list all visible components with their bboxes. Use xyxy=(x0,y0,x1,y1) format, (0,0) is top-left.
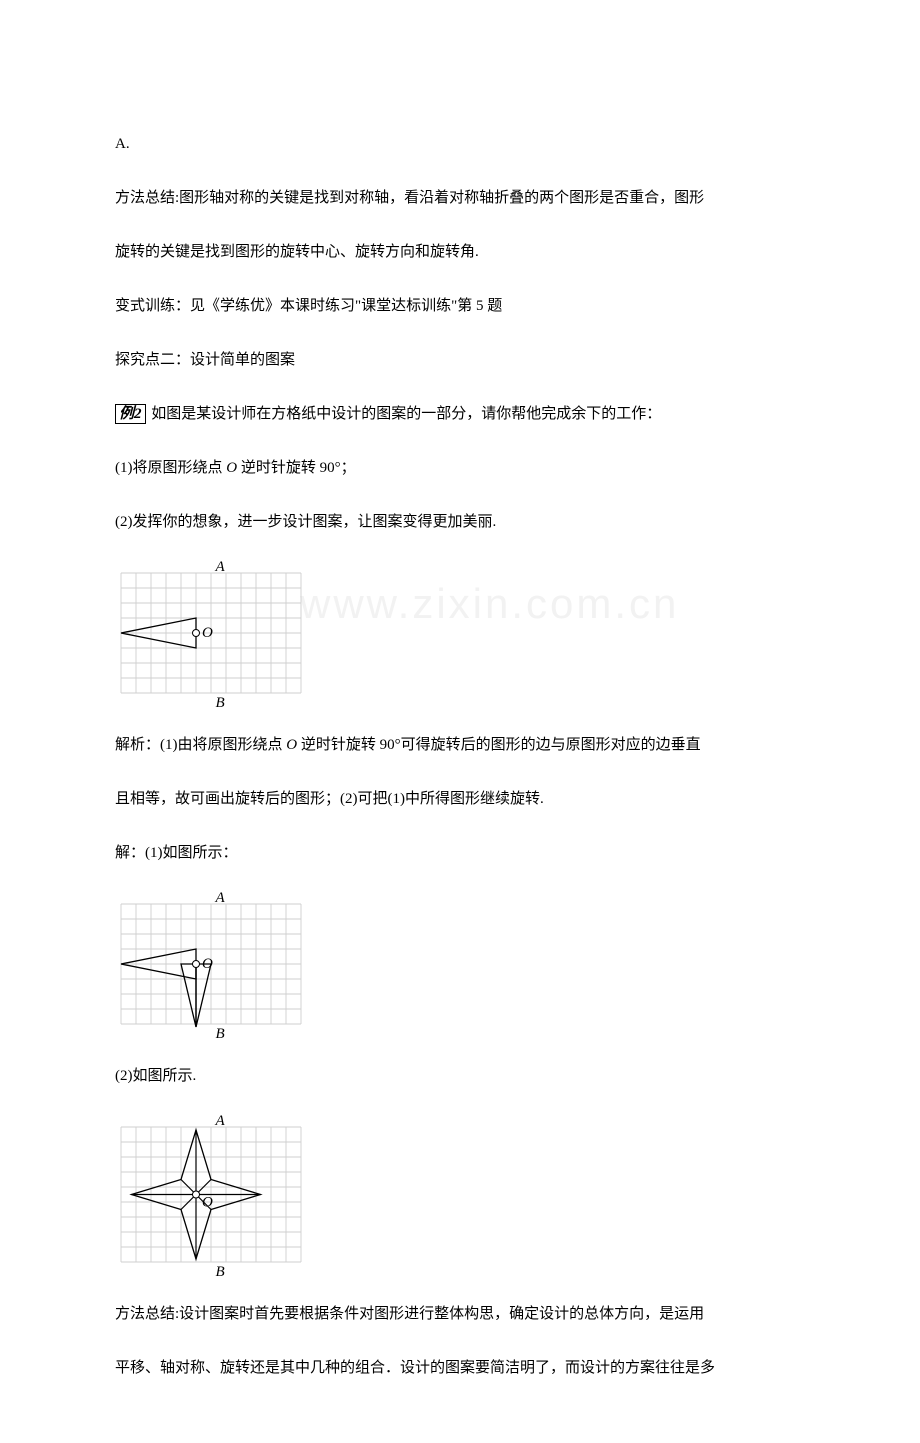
solution-2: (2)如图所示. xyxy=(115,1057,805,1096)
method-summary-2b: 平移、轴对称、旋转还是其中几种的组合．设计的图案要简洁明了，而设计的方案往往是多 xyxy=(115,1349,805,1388)
svg-text:A: A xyxy=(215,890,226,906)
svg-text:B: B xyxy=(216,1026,225,1042)
svg-text:O: O xyxy=(202,956,213,972)
step1-b: 逆时针旋转 90°； xyxy=(237,460,356,476)
figure-2: A O B xyxy=(115,888,307,1042)
step-1: (1)将原图形绕点 O 逆时针旋转 90°； xyxy=(115,449,805,488)
analysis-a: 解析：(1)由将原图形绕点 xyxy=(115,737,286,753)
explore-heading: 探究点二：设计简单的图案 xyxy=(115,341,805,380)
svg-text:B: B xyxy=(216,1264,225,1280)
solution-1: 解：(1)如图所示： xyxy=(115,834,805,873)
method-summary-1b: 旋转的关键是找到图形的旋转中心、旋转方向和旋转角. xyxy=(115,233,805,272)
svg-text:O: O xyxy=(202,625,213,641)
letter-A: A. xyxy=(115,125,805,164)
point-O-1: O xyxy=(226,460,237,476)
example2-line: 例2 如图是某设计师在方格纸中设计的图案的一部分，请你帮他完成余下的工作： xyxy=(115,395,805,434)
step-2: (2)发挥你的想象，进一步设计图案，让图案变得更加美丽. xyxy=(115,503,805,542)
svg-text:A: A xyxy=(215,1113,226,1129)
document-page: A. 方法总结:图形轴对称的关键是找到对称轴，看沿着对称轴折叠的两个图形是否重合… xyxy=(0,0,920,1443)
svg-text:O: O xyxy=(202,1195,213,1211)
analysis-b: 逆时针旋转 90°可得旋转后的图形的边与原图形对应的边垂直 xyxy=(297,737,701,753)
svg-text:B: B xyxy=(216,695,225,711)
step1-a: (1)将原图形绕点 xyxy=(115,460,226,476)
example2-text: 如图是某设计师在方格纸中设计的图案的一部分，请你帮他完成余下的工作： xyxy=(148,406,662,422)
analysis-line-1: 解析：(1)由将原图形绕点 O 逆时针旋转 90°可得旋转后的图形的边与原图形对… xyxy=(115,726,805,765)
svg-text:A: A xyxy=(215,559,226,575)
method-summary-1a: 方法总结:图形轴对称的关键是找到对称轴，看沿着对称轴折叠的两个图形是否重合，图形 xyxy=(115,179,805,218)
point-O-2: O xyxy=(286,737,297,753)
figure-1: A O B xyxy=(115,557,307,711)
variant-training: 变式训练：见《学练优》本课时练习"课堂达标训练"第 5 题 xyxy=(115,287,805,326)
figure-3: A O B xyxy=(115,1111,307,1280)
method-summary-2a: 方法总结:设计图案时首先要根据条件对图形进行整体构思，确定设计的总体方向，是运用 xyxy=(115,1295,805,1334)
example-label-box: 例2 xyxy=(115,404,146,424)
analysis-line-2: 且相等，故可画出旋转后的图形；(2)可把(1)中所得图形继续旋转. xyxy=(115,780,805,819)
